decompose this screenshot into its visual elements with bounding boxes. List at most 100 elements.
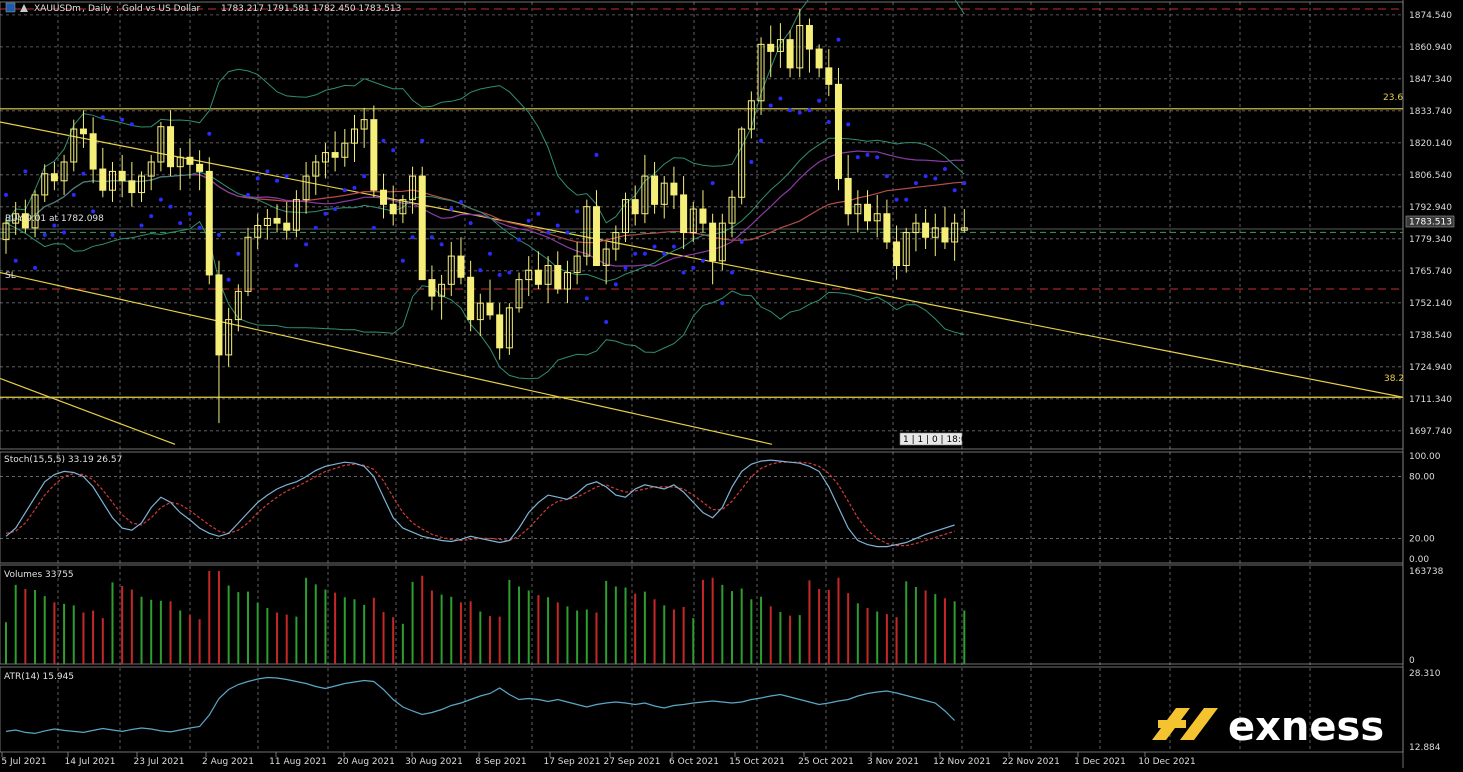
candle: [186, 138, 194, 179]
candle: [718, 213, 726, 271]
candle: [418, 166, 426, 281]
candle: [476, 293, 484, 337]
candle: [941, 206, 949, 250]
candle-body: [12, 213, 20, 224]
fib-label-23-6: 23.6: [1383, 93, 1403, 103]
sar-dot: [836, 37, 841, 42]
atr-line: [5, 676, 956, 735]
price-tick-label: 1752.140: [1409, 299, 1452, 309]
candle: [796, 9, 804, 78]
candle: [50, 161, 58, 191]
candle: [321, 143, 329, 179]
sar-dot: [391, 148, 396, 153]
time-tick-label: 14 Jul 2021: [65, 757, 116, 767]
price-tick-label: 1792.940: [1409, 203, 1452, 213]
candle-body: [767, 43, 775, 52]
candle: [457, 237, 465, 285]
pane-border: [0, 564, 1404, 665]
sar-dot: [700, 258, 705, 263]
candle-body: [196, 163, 204, 172]
sar-dot: [304, 242, 309, 247]
atr-title: ATR(14) 15.945: [4, 672, 74, 682]
price-tick-label: 1820.140: [1409, 139, 1452, 149]
candle-body: [544, 264, 552, 285]
candle: [389, 185, 397, 226]
sar-dot: [33, 265, 38, 270]
candle-body: [399, 199, 407, 215]
candle-body: [505, 307, 513, 349]
candle-body: [680, 194, 688, 234]
candle: [738, 126, 746, 205]
sar-dot: [62, 230, 67, 235]
stochastic-pane: [0, 459, 1403, 548]
candle: [176, 147, 184, 191]
candle: [196, 150, 204, 191]
sar-dot: [4, 192, 8, 197]
sar-dot: [652, 244, 657, 249]
candle-body: [99, 168, 107, 191]
stochastic-tick-label: 20.00: [1409, 534, 1435, 544]
candle-body: [515, 279, 523, 309]
candle-body: [873, 213, 881, 222]
candle: [254, 213, 262, 250]
sar-dot: [362, 174, 367, 179]
candle-body: [573, 255, 581, 274]
parabolic-sar-series: [4, 37, 967, 324]
symbol-name: XAUUSDm: [34, 4, 81, 14]
candle: [302, 161, 310, 214]
exness-logo-mark: [1152, 708, 1218, 740]
fib-label-38-2: 38.2: [1384, 374, 1404, 384]
sar-dot: [730, 270, 734, 275]
candle-body: [31, 194, 39, 229]
candlestick-series: [2, 9, 968, 424]
sar-dot: [371, 225, 376, 230]
sar-dot: [546, 230, 551, 235]
candle: [263, 209, 271, 240]
order-line-label[interactable]: BUY 0.01 at 1782.098: [5, 214, 104, 224]
sar-dot: [710, 181, 715, 186]
candle-body: [380, 189, 388, 205]
candle-body: [641, 175, 649, 215]
candle-body: [273, 217, 281, 224]
sar-dot: [671, 244, 676, 249]
atr-tick-label: 28.310: [1409, 669, 1441, 679]
candle: [931, 213, 939, 257]
candle: [118, 154, 126, 198]
pane-frames: [0, 0, 1404, 768]
candle: [79, 110, 87, 148]
time-tick-label: 25 Oct 2021: [798, 757, 854, 767]
symbol-description: Gold vs US Dollar: [122, 4, 201, 14]
candle-body: [728, 196, 736, 224]
stop-loss-label[interactable]: SL: [5, 271, 16, 281]
sar-dot: [139, 223, 144, 228]
candle-body: [79, 128, 87, 135]
time-tick-label: 17 Sep 2021: [543, 757, 600, 767]
sar-dot: [71, 192, 76, 197]
candle-body: [370, 119, 378, 191]
candle-body: [302, 175, 310, 201]
time-tick-label: 8 Sep 2021: [475, 757, 526, 767]
volume-pane: [5, 571, 966, 664]
sar-dot: [633, 251, 638, 256]
sar-dot: [526, 218, 531, 223]
candle: [641, 154, 649, 224]
price-tick-label: 1738.540: [1409, 331, 1452, 341]
sar-dot: [923, 174, 928, 179]
candle: [399, 194, 407, 224]
sar-dot: [797, 110, 802, 115]
candle: [312, 154, 320, 195]
volume-tick-label: 163738: [1409, 567, 1444, 577]
price-tick-label: 1833.740: [1409, 107, 1452, 117]
candle: [757, 37, 765, 115]
candle-body: [89, 133, 97, 170]
candle-body: [670, 182, 678, 196]
candle: [438, 274, 446, 320]
candle-body: [651, 175, 659, 205]
sar-dot: [623, 265, 628, 270]
candle-body: [186, 156, 194, 165]
candle-body: [360, 119, 368, 130]
candle: [205, 157, 213, 285]
sar-dot: [904, 197, 909, 202]
